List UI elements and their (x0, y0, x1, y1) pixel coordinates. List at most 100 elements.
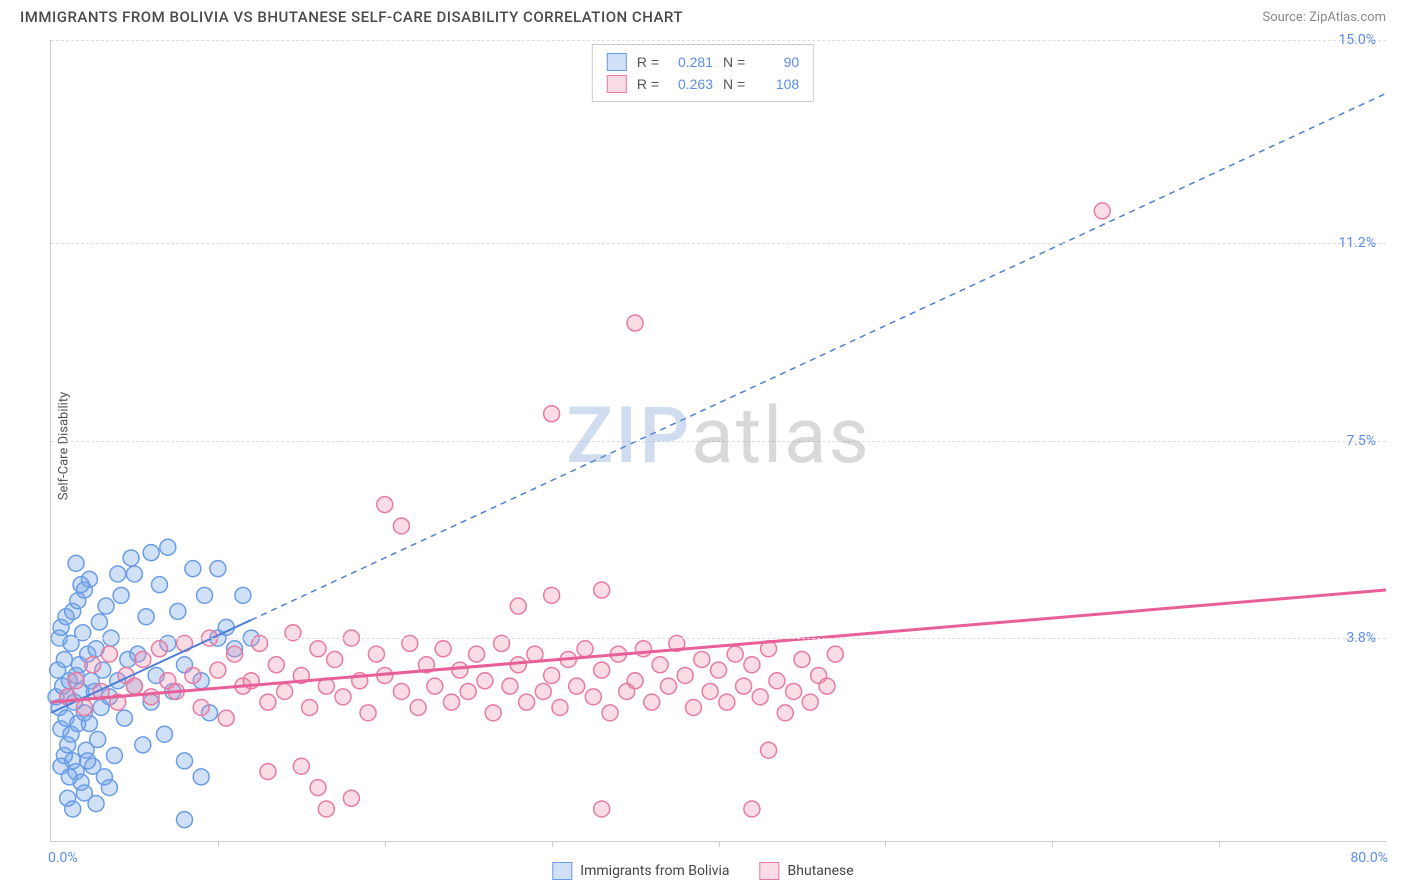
data-point (677, 667, 693, 683)
n-label: N = (723, 76, 745, 92)
correlation-legend: R = 0.281 N = 90 R = 0.263 N = 108 (592, 44, 814, 102)
data-point (544, 406, 560, 422)
data-point (594, 801, 610, 817)
data-point (343, 790, 359, 806)
data-point (61, 769, 77, 785)
data-point (393, 518, 409, 534)
data-point (452, 662, 468, 678)
data-point (711, 662, 727, 678)
x-min-label: 0.0% (48, 850, 78, 866)
data-point (577, 641, 593, 657)
series-legend: Immigrants from Bolivia Bhutanese (552, 862, 853, 880)
data-point (135, 651, 151, 667)
data-point (170, 603, 186, 619)
source-name: ZipAtlas.com (1309, 10, 1386, 25)
data-point (110, 566, 126, 582)
x-tick (552, 841, 553, 847)
data-point (293, 758, 309, 774)
data-point (113, 587, 129, 603)
chart-source: Source: ZipAtlas.com (1262, 10, 1386, 25)
data-point (143, 689, 159, 705)
data-point (594, 582, 610, 598)
r-value-bhutanese: 0.263 (669, 76, 713, 92)
data-point (98, 598, 114, 614)
data-point (268, 657, 284, 673)
data-point (65, 801, 81, 817)
data-point (116, 710, 132, 726)
n-value-bolivia: 90 (755, 54, 799, 70)
x-tick (218, 841, 219, 847)
data-point (519, 694, 535, 710)
swatch-bhutanese (607, 75, 627, 93)
data-point (393, 683, 409, 699)
data-point (469, 646, 485, 662)
data-point (702, 683, 718, 699)
r-label: R = (637, 76, 659, 92)
data-point (197, 587, 213, 603)
data-point (101, 646, 117, 662)
data-point (1094, 203, 1110, 219)
data-point (827, 646, 843, 662)
data-point (477, 673, 493, 689)
data-point (368, 646, 384, 662)
data-point (769, 673, 785, 689)
data-point (460, 683, 476, 699)
data-point (427, 678, 443, 694)
data-point (68, 555, 84, 571)
data-point (185, 667, 201, 683)
n-label: N = (723, 54, 745, 70)
data-point (727, 646, 743, 662)
data-point (80, 753, 96, 769)
data-point (752, 689, 768, 705)
data-point (210, 561, 226, 577)
data-point (177, 812, 193, 828)
data-point (652, 657, 668, 673)
legend-item-bolivia: Immigrants from Bolivia (552, 862, 729, 880)
r-label: R = (637, 54, 659, 70)
chart-header: IMMIGRANTS FROM BOLIVIA VS BHUTANESE SEL… (0, 0, 1406, 30)
data-point (126, 678, 142, 694)
chart-title: IMMIGRANTS FROM BOLIVIA VS BHUTANESE SEL… (20, 8, 683, 26)
legend-row-bhutanese: R = 0.263 N = 108 (607, 73, 799, 95)
grid-line (51, 638, 1386, 639)
data-point (786, 683, 802, 699)
data-point (627, 315, 643, 331)
data-point (802, 694, 818, 710)
swatch-bolivia (607, 53, 627, 71)
data-point (156, 726, 172, 742)
legend-label-bolivia: Immigrants from Bolivia (580, 863, 729, 879)
legend-row-bolivia: R = 0.281 N = 90 (607, 51, 799, 73)
data-point (744, 801, 760, 817)
source-prefix: Source: (1262, 10, 1309, 25)
data-point (736, 678, 752, 694)
data-point (377, 497, 393, 513)
data-point (761, 742, 777, 758)
data-point (569, 678, 585, 694)
data-point (685, 700, 701, 716)
data-point (744, 657, 760, 673)
y-tick-label: 7.5% (1346, 433, 1376, 449)
x-tick (1219, 841, 1220, 847)
grid-line (51, 441, 1386, 442)
data-point (694, 651, 710, 667)
data-point (777, 705, 793, 721)
data-point (310, 641, 326, 657)
data-point (327, 651, 343, 667)
data-point (260, 764, 276, 780)
data-point (210, 662, 226, 678)
data-point (544, 667, 560, 683)
data-point (627, 673, 643, 689)
x-tick (1052, 841, 1053, 847)
y-tick-label: 15.0% (1338, 32, 1376, 48)
data-point (585, 689, 601, 705)
data-point (602, 705, 618, 721)
x-max-label: 80.0% (1350, 850, 1388, 866)
data-point (73, 577, 89, 593)
r-value-bolivia: 0.281 (669, 54, 713, 70)
y-tick-label: 3.8% (1346, 630, 1376, 646)
data-point (68, 673, 84, 689)
data-point (485, 705, 501, 721)
data-point (502, 678, 518, 694)
data-point (126, 566, 142, 582)
data-point (56, 651, 72, 667)
